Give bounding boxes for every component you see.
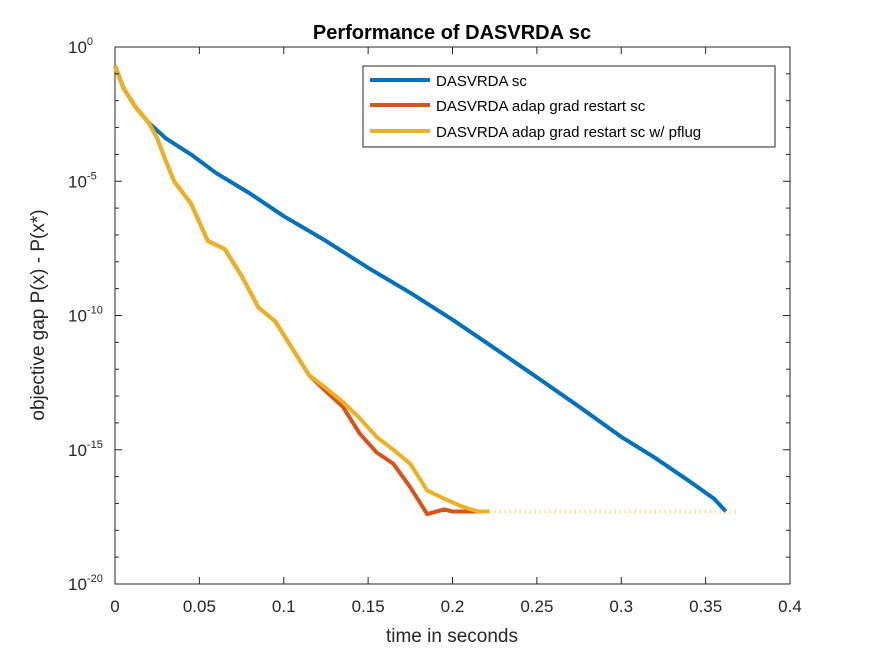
series-layer — [113, 65, 728, 517]
y-axis-label: objective gap P(x) - P(x*) — [28, 209, 49, 420]
legend-label-adap-grad-restart: DASVRDA adap grad restart sc — [436, 98, 646, 115]
y-axis-ticks: 100 10-5 10-10 10-15 10-20 — [68, 36, 790, 594]
y-tick-label: 100 — [68, 36, 93, 57]
y-tick-label: 10-10 — [68, 305, 103, 326]
series-line-dasvrda-sc — [113, 65, 728, 513]
y-tick-label: 10-15 — [68, 439, 103, 460]
x-tick-label: 0 — [110, 597, 119, 616]
legend-box — [362, 65, 776, 148]
x-tick-label: 0.2 — [441, 597, 465, 616]
y-tick-label: 10-20 — [68, 573, 103, 594]
legend-label-adap-grad-restart-pflug: DASVRDA adap grad restart sc w/ pflug — [436, 124, 701, 141]
x-tick-label: 0.25 — [520, 597, 553, 616]
x-tick-label: 0.3 — [609, 597, 633, 616]
series-line-dasvrda-adap-grad-restart-sc-w-pflug — [113, 65, 490, 514]
chart-title: Performance of DASVRDA sc — [313, 22, 591, 44]
x-tick-label: 0.1 — [272, 597, 296, 616]
x-tick-label: 0.05 — [183, 597, 216, 616]
x-axis-ticks: 0 0.05 0.1 0.15 0.2 0.25 0.3 0.35 0.4 — [110, 47, 802, 616]
y-tick-label: 10-5 — [68, 170, 97, 191]
x-tick-label: 0.4 — [778, 597, 802, 616]
legend-label-dasvrda-sc: DASVRDA sc — [436, 73, 527, 90]
x-tick-label: 0.35 — [689, 597, 722, 616]
x-tick-label: 0.15 — [352, 597, 385, 616]
legend: DASVRDA sc DASVRDA adap grad restart sc … — [362, 65, 776, 148]
x-axis-label: time in seconds — [386, 626, 518, 647]
